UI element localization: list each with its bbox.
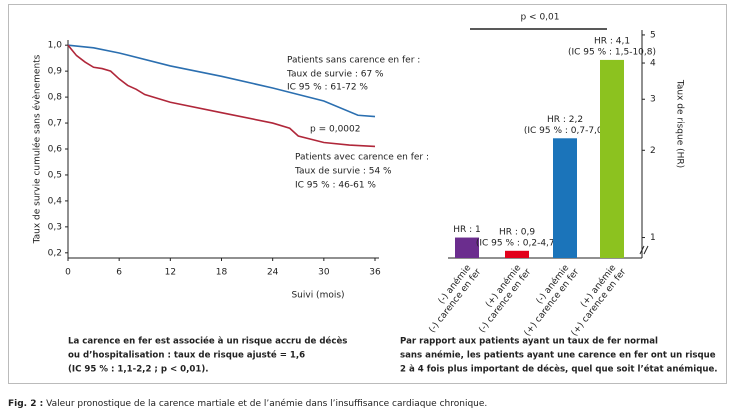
caption: Fig. 2 : Valeur pronostique de la carenc… (8, 398, 487, 409)
annotation: Taux de survie : 54 % (294, 167, 392, 177)
y-tick-label: 2 (650, 146, 656, 156)
bar (455, 237, 479, 258)
y-tick-label: 0,4 (48, 196, 63, 206)
axis-break (639, 245, 649, 255)
p-label: p < 0,01 (520, 13, 559, 23)
y-tick-label: 0,8 (48, 93, 63, 103)
annotation: p = 0,0002 (310, 125, 360, 135)
ci-label: (IC 95 % : 0,2-4,7) (476, 238, 558, 248)
y-axis-label: Taux de risque (HR) (675, 79, 685, 168)
x-tick-label: 36 (369, 268, 381, 278)
note: 2 à 4 fois plus important de décès, quel… (400, 364, 718, 375)
value-label: HR : 0,9 (499, 227, 535, 237)
note: Par rapport aux patients ayant un taux d… (400, 337, 658, 347)
note: ou d’hospitalisation : taux de risque aj… (68, 350, 305, 361)
y-tick-label: 4 (650, 59, 656, 69)
x-tick-label: 30 (318, 268, 330, 278)
annotation: Taux de survie : 67 % (286, 70, 384, 80)
y-tick-label: 0,7 (48, 119, 62, 129)
caption-text: Valeur pronostique de la carence martial… (46, 398, 487, 409)
note: La carence en fer est associée à un risq… (68, 336, 347, 347)
ci-label: (IC 95 % : 0,7-7,0) (524, 126, 606, 136)
y-tick-label: 1 (650, 233, 656, 243)
y-tick-label: 5 (650, 30, 656, 40)
x-tick-label: 0 (65, 268, 71, 278)
value-label: HR : 2,2 (547, 115, 583, 125)
y-tick-label: 0,3 (48, 222, 62, 232)
annotation: Patients avec carence en fer : (295, 153, 429, 163)
y-tick-label: 0,2 (48, 248, 62, 258)
bar (553, 138, 577, 258)
note: (IC 95 % : 1,1-2,2 ; p < 0,01). (68, 365, 209, 375)
bar (505, 250, 529, 258)
value-label: HR : 4,1 (594, 36, 630, 46)
annotation: IC 95 % : 61-72 % (287, 83, 368, 93)
annotation: Patients sans carence en fer : (287, 56, 420, 66)
caption-label: Fig. 2 : (8, 399, 43, 409)
y-tick-label: 1,0 (48, 41, 63, 51)
value-label: HR : 1 (453, 225, 481, 235)
x-tick-label: 6 (116, 268, 122, 278)
x-tick-label: 24 (267, 268, 279, 278)
note: sans anémie, les patients ayant une care… (400, 350, 716, 361)
survival-curve (67, 44, 376, 118)
survival-curve (67, 44, 376, 148)
y-tick-label: 3 (650, 95, 656, 105)
y-tick-label: 0,9 (48, 67, 63, 77)
y-tick-label: 0,5 (48, 170, 62, 180)
x-axis-label: Suivi (mois) (291, 291, 344, 301)
y-tick-label: 0,6 (48, 145, 63, 155)
bar (600, 59, 624, 259)
ci-label: (IC 95 % : 1,5-10,8) (568, 47, 656, 57)
y-axis-label: Taux de survie cumulée sans évènements (32, 54, 43, 244)
x-tick-label: 18 (216, 268, 228, 278)
x-tick-label: 12 (165, 268, 176, 278)
frame (8, 4, 727, 384)
annotation: IC 95 % : 46-61 % (295, 181, 376, 191)
